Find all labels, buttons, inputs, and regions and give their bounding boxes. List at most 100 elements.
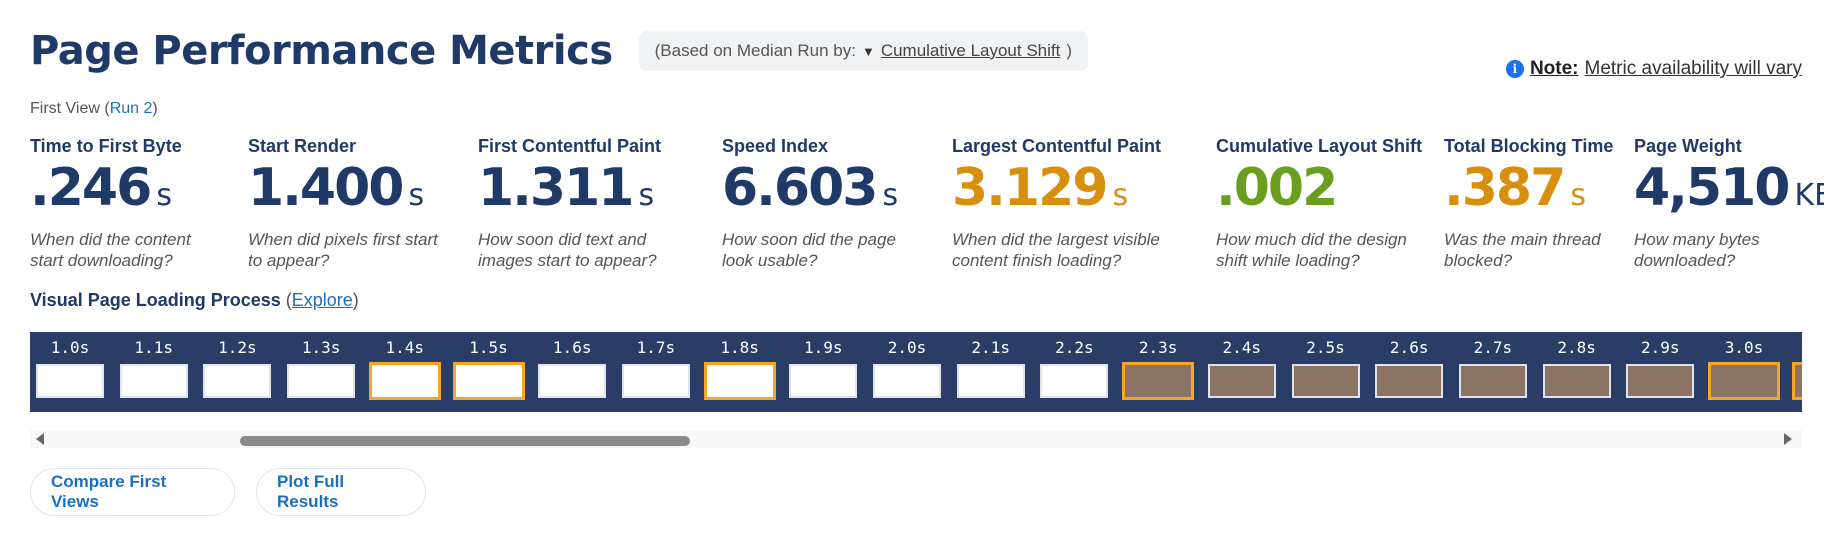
filmstrip-frame[interactable]: 1.3s <box>283 332 359 412</box>
filmstrip-frame[interactable]: 1.8s <box>702 332 778 412</box>
metric-number: 3.129 <box>952 158 1108 218</box>
frame-thumbnail[interactable] <box>36 364 104 398</box>
frame-time: 2.8s <box>1557 338 1596 357</box>
frame-thumbnail[interactable] <box>1291 364 1360 398</box>
median-prefix: (Based on Median Run by: <box>654 41 856 60</box>
filmstrip-frame[interactable]: 2.6s <box>1371 332 1447 412</box>
header: Page Performance Metrics (Based on Media… <box>30 28 1089 74</box>
scroll-right-icon[interactable] <box>1784 433 1792 445</box>
frame-thumbnail[interactable] <box>1458 364 1527 398</box>
first-view-prefix: First View ( <box>30 100 110 117</box>
scroll-left-icon[interactable] <box>36 433 44 445</box>
frame-thumbnail[interactable] <box>1207 364 1276 398</box>
metric-number: 1.400 <box>248 158 404 218</box>
frame-thumbnail[interactable] <box>203 364 272 398</box>
median-run-selector: (Based on Median Run by: ▼ Cumulative La… <box>638 31 1089 71</box>
first-view-label: First View (Run 2) <box>30 100 158 118</box>
metric-number: .246 <box>30 158 152 218</box>
filmstrip-frame[interactable]: 2.4s <box>1204 332 1280 412</box>
frame-thumbnail[interactable] <box>1542 364 1611 398</box>
frame-thumbnail[interactable] <box>1791 362 1802 400</box>
filmstrip: 1.0s 1.1s 1.2s 1.3s 1.4s 1.5s 1.6s 1.7s 1.8s 1.9s… <box>30 332 1802 412</box>
metric-value: 1.400 s <box>248 159 438 225</box>
frame-thumbnail[interactable] <box>956 364 1025 398</box>
frame-thumbnail[interactable] <box>538 364 607 398</box>
metric-unit: s <box>1112 178 1129 213</box>
frame-thumbnail[interactable] <box>287 364 356 398</box>
metric-number: 6.603 <box>722 158 878 218</box>
dropdown-arrow-icon[interactable]: ▼ <box>861 43 875 59</box>
frame-thumbnail[interactable] <box>873 364 941 398</box>
filmstrip-frame[interactable]: 2.0s <box>869 332 945 412</box>
frame-thumbnail[interactable] <box>789 364 858 398</box>
metric-unit: s <box>156 178 172 213</box>
metric-value: 1.311 s <box>478 159 661 225</box>
frame-thumbnail[interactable] <box>1708 362 1780 400</box>
filmstrip-frame[interactable]: 2.7s <box>1455 332 1531 412</box>
frame-time: 1.5s <box>469 338 508 357</box>
metric-label: Largest Contentful Paint <box>952 136 1162 156</box>
filmstrip-frame[interactable]: 2.1s <box>953 332 1029 412</box>
metric-number: .387 <box>1444 158 1566 218</box>
filmstrip-frame[interactable]: 2.5s <box>1288 332 1364 412</box>
metric-first-contentful-paint: First Contentful Paint 1.311 s How soon did… <box>478 136 661 271</box>
metric-value: .387 s <box>1444 159 1613 225</box>
filmstrip-frame[interactable]: 3.0s <box>1706 332 1782 412</box>
frame-time: 2.5s <box>1306 338 1345 357</box>
plot-full-results-button[interactable]: Plot Full Results <box>256 468 426 516</box>
metric-speed-index: Speed Index 6.603 s How soon did the page l… <box>722 136 898 271</box>
filmstrip-frame[interactable]: 2.2s <box>1036 332 1112 412</box>
filmstrip-frame[interactable]: 1.9s <box>785 332 861 412</box>
metric-time-to-first-byte: Time to First Byte .246 s When did the cont… <box>30 136 191 271</box>
frame-time: 2.4s <box>1222 338 1262 357</box>
median-metric-link[interactable]: Cumulative Layout Shift <box>880 41 1061 60</box>
frame-thumbnail[interactable] <box>368 362 441 400</box>
frame-time: 1.7s <box>636 338 676 357</box>
metric-unit: s <box>408 178 425 213</box>
frame-thumbnail[interactable] <box>1626 364 1695 398</box>
page-title: Page Performance Metrics <box>30 28 613 74</box>
metric-label: First Contentful Paint <box>478 136 661 156</box>
scrollbar-thumb[interactable] <box>240 436 690 446</box>
frame-thumbnail[interactable] <box>1040 364 1109 398</box>
compare-first-views-button[interactable]: Compare First Views <box>30 468 235 516</box>
metric-label: Cumulative Layout Shift <box>1216 136 1423 156</box>
metric-start-render: Start Render 1.400 s When did pixels first … <box>248 136 438 271</box>
metric-number: .002 <box>1216 158 1338 218</box>
frame-thumbnail[interactable] <box>452 362 525 400</box>
filmstrip-frame[interactable]: 1.2s <box>199 332 275 412</box>
filmstrip-frame[interactable]: 1.1s <box>116 332 192 412</box>
frame-thumbnail[interactable] <box>119 364 188 398</box>
note-text: Metric availability will vary <box>1584 58 1803 79</box>
explore-link[interactable]: Explore <box>291 290 353 310</box>
filmstrip-frame[interactable]: 2.9s <box>1622 332 1698 412</box>
median-suffix: ) <box>1066 41 1073 60</box>
frame-time: 1.0s <box>50 338 90 357</box>
filmstrip-frame[interactable]: 1.0s <box>32 332 108 412</box>
filmstrip-frame[interactable]: 1.4s <box>367 332 443 412</box>
filmstrip-frame[interactable] <box>1790 332 1802 412</box>
metric-description: How much did the design shift while load… <box>1216 230 1407 270</box>
run-link[interactable]: Run 2 <box>109 100 153 117</box>
filmstrip-frame[interactable]: 2.8s <box>1539 332 1615 412</box>
frame-time: 1.1s <box>134 338 173 357</box>
frame-thumbnail[interactable] <box>621 364 690 398</box>
frame-time: 2.9s <box>1641 338 1680 357</box>
filmstrip-frame[interactable]: 1.6s <box>534 332 610 412</box>
metric-number: 1.311 <box>478 158 634 218</box>
frame-thumbnail[interactable] <box>1375 364 1444 398</box>
frame-time: 1.9s <box>804 338 843 357</box>
frame-thumbnail[interactable] <box>1122 362 1195 400</box>
filmstrip-frame[interactable]: 1.5s <box>451 332 527 412</box>
frame-thumbnail[interactable] <box>703 362 776 400</box>
frame-time: 3.0s <box>1724 338 1764 357</box>
filmstrip-frame[interactable]: 2.3s <box>1120 332 1196 412</box>
metric-number: 4,510 <box>1634 158 1790 218</box>
metric-availability-note[interactable]: i Note: Metric availability will vary <box>1505 58 1803 80</box>
frame-time: 1.6s <box>552 338 592 357</box>
metric-description: When did the largest visible content fin… <box>952 230 1160 270</box>
metric-value: .002 <box>1216 159 1422 225</box>
filmstrip-frame[interactable]: 1.7s <box>618 332 694 412</box>
metric-unit: s <box>882 178 899 213</box>
